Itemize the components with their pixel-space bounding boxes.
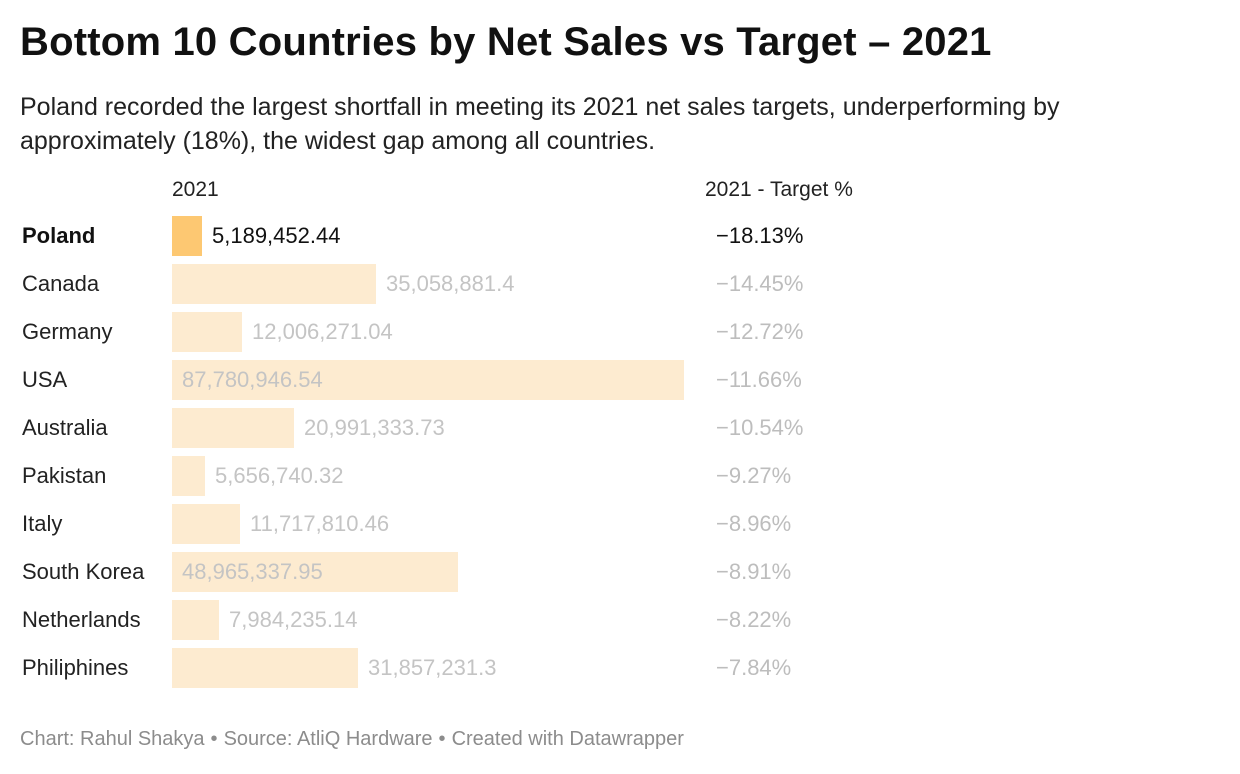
- target-pct-value: −18.13%: [716, 223, 804, 248]
- bar: [172, 408, 294, 448]
- bar-row: Italy 11,717,810.46 −8.96%: [0, 502, 1240, 546]
- target-pct-value: −7.84%: [716, 655, 792, 680]
- bar-value-label: 5,189,452.44: [212, 223, 341, 248]
- footer-separator: •: [438, 728, 446, 750]
- target-pct-value: −9.27%: [716, 463, 792, 488]
- target-pct-value: −14.45%: [716, 271, 804, 296]
- bar-row: Pakistan 5,656,740.32 −9.27%: [0, 454, 1240, 498]
- bar: [172, 456, 205, 496]
- bar-row: Canada 35,058,881.4 −14.45%: [0, 262, 1240, 306]
- bar-row: Philiphines 31,857,231.3 −7.84%: [0, 646, 1240, 690]
- footer-chart-credit: Chart: Rahul Shakya: [20, 728, 205, 750]
- country-label: Pakistan: [22, 463, 107, 488]
- chart-subtitle: Poland recorded the largest shortfall in…: [20, 93, 1060, 155]
- bar-row: USA 87,780,946.54 −11.66%: [0, 358, 1240, 402]
- bar: [172, 360, 684, 400]
- bar-row: Poland 5,189,452.44 −18.13%: [0, 214, 1240, 258]
- bar: [172, 216, 202, 256]
- chart-title: Bottom 10 Countries by Net Sales vs Targ…: [20, 20, 992, 64]
- bar-value-label: 35,058,881.4: [386, 271, 515, 296]
- country-label: Poland: [22, 223, 96, 248]
- target-pct-value: −12.72%: [716, 319, 804, 344]
- bar: [172, 552, 458, 592]
- footer-created-with: Created with Datawrapper: [451, 728, 684, 750]
- country-label: Philiphines: [22, 655, 129, 680]
- target-pct-value: −8.96%: [716, 511, 792, 536]
- bar-value-label: 87,780,946.54: [182, 367, 323, 392]
- footer-separator: •: [210, 728, 218, 750]
- column-header-target-pct: 2021 - Target %: [705, 178, 853, 201]
- bar: [172, 264, 376, 304]
- bar: [172, 600, 219, 640]
- country-label: Netherlands: [22, 607, 141, 632]
- target-pct-value: −8.91%: [716, 559, 792, 584]
- chart-footer: Chart: Rahul Shakya • Source: AtliQ Hardwa…: [20, 728, 684, 751]
- bar-row: Netherlands 7,984,235.14 −8.22%: [0, 598, 1240, 642]
- bar-value-label: 31,857,231.3: [368, 655, 497, 680]
- target-pct-value: −11.66%: [716, 367, 802, 392]
- bar-row: Australia 20,991,333.73 −10.54%: [0, 406, 1240, 450]
- bar: [172, 648, 358, 688]
- country-label: South Korea: [22, 559, 145, 584]
- bar-row: South Korea 48,965,337.95 −8.91%: [0, 550, 1240, 594]
- country-label: Canada: [22, 271, 100, 296]
- footer-source: Source: AtliQ Hardware: [223, 728, 433, 750]
- bar-value-label: 5,656,740.32: [215, 463, 344, 488]
- target-pct-value: −8.22%: [716, 607, 792, 632]
- country-label: USA: [22, 367, 68, 392]
- bar-value-label: 7,984,235.14: [229, 607, 358, 632]
- target-pct-value: −10.54%: [716, 415, 804, 440]
- bar-value-label: 48,965,337.95: [182, 559, 323, 584]
- bar-value-label: 20,991,333.73: [304, 415, 445, 440]
- bar-row: Germany 12,006,271.04 −12.72%: [0, 310, 1240, 354]
- country-label: Germany: [22, 319, 113, 344]
- bar-value-label: 12,006,271.04: [252, 319, 393, 344]
- column-header-value: 2021: [172, 178, 219, 201]
- bar: [172, 312, 242, 352]
- country-label: Italy: [22, 511, 63, 536]
- bar: [172, 504, 240, 544]
- bar-value-label: 11,717,810.46: [250, 511, 390, 536]
- country-label: Australia: [22, 415, 108, 440]
